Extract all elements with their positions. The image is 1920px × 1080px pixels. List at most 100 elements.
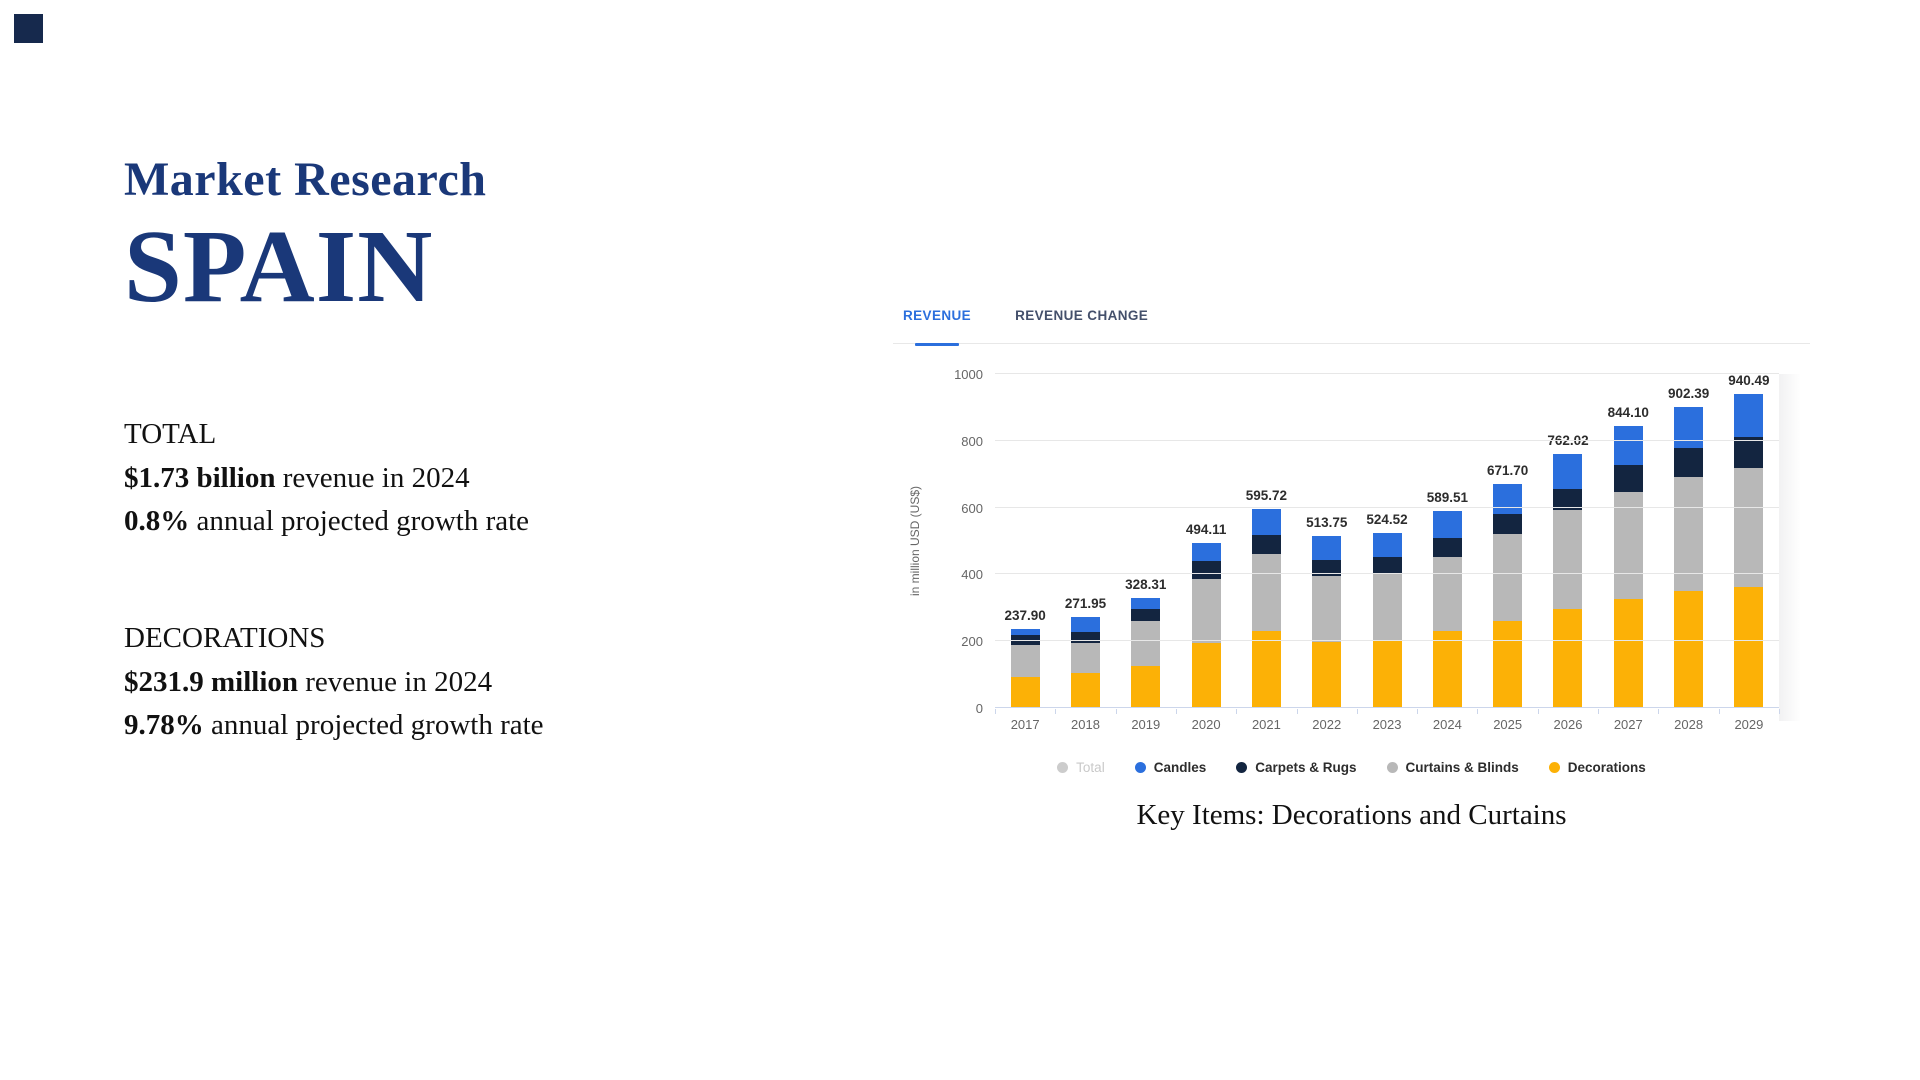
legend-dot-icon xyxy=(1236,762,1248,773)
stat-growth-total-rest: annual projected growth rate xyxy=(189,505,530,537)
stat-revenue-decorations-rest: revenue in 2024 xyxy=(298,666,493,698)
bar-segment-2029-decorations xyxy=(1734,587,1764,708)
bar-stack-2022 xyxy=(1312,536,1342,708)
x-axis-tick xyxy=(1296,709,1298,714)
bar-segment-2026-carpets-rugs xyxy=(1553,489,1583,511)
total-label-2020: 494.11 xyxy=(1185,521,1227,537)
gridline-400 xyxy=(995,573,1779,575)
bar-2019: 328.31 xyxy=(1116,374,1176,708)
bar-segment-2020-candles xyxy=(1191,543,1221,562)
x-label-2028: 2028 xyxy=(1674,717,1704,732)
bar-segment-2023-decorations xyxy=(1372,641,1402,708)
gridline-800 xyxy=(995,439,1779,441)
bar-segment-2022-curtains-blinds xyxy=(1312,576,1342,643)
bar-segment-2018-carpets-rugs xyxy=(1070,631,1100,643)
stat-block-decorations: DECORATIONS $231.9 million revenue in 20… xyxy=(124,622,544,752)
bar-segment-2022-carpets-rugs xyxy=(1312,560,1342,577)
stat-growth-total-value: 0.8% xyxy=(124,505,190,537)
stat-block-total: TOTAL $1.73 billion revenue in 2024 0.8%… xyxy=(124,418,529,548)
bar-segment-2028-curtains-blinds xyxy=(1674,476,1704,592)
stat-revenue-decorations-value: $231.9 million xyxy=(124,666,299,698)
total-label-2019: 328.31 xyxy=(1125,577,1167,593)
x-label-2029: 2029 xyxy=(1734,717,1764,732)
logo-mark xyxy=(14,14,43,43)
x-axis-tick xyxy=(1598,709,1600,714)
legend-item-candles[interactable]: Candles xyxy=(1134,760,1207,775)
bar-segment-2018-decorations xyxy=(1070,673,1100,708)
bar-2023: 524.52 xyxy=(1357,374,1417,708)
legend-item-total[interactable]: Total xyxy=(1057,760,1105,775)
chart-tabs: REVENUE REVENUE CHANGE xyxy=(893,302,1810,344)
gridline-1000 xyxy=(995,373,1779,374)
bar-stack-2029 xyxy=(1734,393,1764,708)
bar-segment-2028-candles xyxy=(1674,406,1704,449)
bar-stack-2019 xyxy=(1131,598,1161,708)
bar-segment-2017-curtains-blinds xyxy=(1010,645,1040,678)
country-title: SPAIN xyxy=(124,209,434,324)
legend-item-decorations[interactable]: Decorations xyxy=(1548,760,1646,775)
stat-growth-decorations-value: 9.78% xyxy=(124,709,204,741)
tab-revenue-change[interactable]: REVENUE CHANGE xyxy=(1015,308,1149,323)
x-axis-tick xyxy=(1658,709,1660,714)
bar-segment-2021-carpets-rugs xyxy=(1251,535,1281,554)
bar-segment-2020-carpets-rugs xyxy=(1191,561,1221,580)
total-label-2028: 902.39 xyxy=(1667,385,1710,401)
bar-segment-2027-curtains-blinds xyxy=(1613,491,1643,599)
y-tick-label-800: 800 xyxy=(961,433,983,449)
x-label-2019: 2019 xyxy=(1131,717,1161,732)
x-axis-tick xyxy=(1055,709,1057,714)
legend-dot-icon xyxy=(1548,762,1560,773)
bar-segment-2029-carpets-rugs xyxy=(1734,437,1764,469)
bar-segment-2019-decorations xyxy=(1131,665,1161,708)
x-label-2027: 2027 xyxy=(1613,717,1643,732)
x-label-2018: 2018 xyxy=(1071,717,1100,732)
y-tick-label-200: 200 xyxy=(961,634,983,650)
bar-segment-2029-curtains-blinds xyxy=(1734,468,1764,588)
bar-stack-2027 xyxy=(1613,426,1643,708)
chart-caption: Key Items: Decorations and Curtains xyxy=(1136,799,1567,831)
legend-item-carpets-rugs[interactable]: Carpets & Rugs xyxy=(1236,760,1357,775)
bar-segment-2024-curtains-blinds xyxy=(1432,557,1462,631)
plot-area: 237.90 271.95 328.31 494.11 595.72 513.75 524.… xyxy=(954,367,1801,721)
bar-segment-2028-decorations xyxy=(1674,591,1704,708)
bar-segment-2029-candles xyxy=(1734,393,1764,438)
bar-segment-2024-candles xyxy=(1432,511,1462,539)
y-tick-label-400: 400 xyxy=(961,567,983,583)
bar-segment-2020-decorations xyxy=(1191,642,1221,708)
gridline-0 xyxy=(995,707,1779,708)
bar-segment-2018-candles xyxy=(1070,617,1100,632)
bar-segment-2025-decorations xyxy=(1493,620,1523,708)
bar-segment-2027-carpets-rugs xyxy=(1613,465,1643,492)
x-label-2026: 2026 xyxy=(1553,717,1583,732)
bar-segment-2023-curtains-blinds xyxy=(1372,573,1402,642)
y-axis-title: in million USD (US$) xyxy=(908,485,922,597)
bar-2024: 589.51 xyxy=(1417,374,1477,708)
plot-edge-shadow xyxy=(1779,374,1801,721)
stat-revenue-total-value: $1.73 billion xyxy=(124,462,276,494)
x-axis-tick xyxy=(1779,709,1780,714)
legend-dot-icon xyxy=(1134,762,1146,773)
stat-growth-decorations-rest: annual projected growth rate xyxy=(203,709,544,741)
bar-segment-2022-candles xyxy=(1312,536,1342,561)
legend-label: Candles xyxy=(1153,760,1207,775)
stat-heading-total: TOTAL xyxy=(124,418,217,450)
total-label-2017: 237.90 xyxy=(1004,607,1046,623)
bar-stack-2020 xyxy=(1191,543,1221,708)
bar-stack-2028 xyxy=(1674,406,1704,708)
x-axis-tick xyxy=(1175,709,1177,714)
bar-segment-2025-candles xyxy=(1493,483,1523,515)
legend-label: Decorations xyxy=(1567,760,1646,775)
x-axis-tick xyxy=(1477,709,1479,714)
total-label-2022: 513.75 xyxy=(1306,515,1348,531)
y-tick-label-1000: 1000 xyxy=(954,367,983,382)
bar-stack-2026 xyxy=(1553,453,1583,708)
total-label-2024: 589.51 xyxy=(1426,490,1468,506)
total-label-2023: 524.52 xyxy=(1366,511,1408,527)
gridline-600 xyxy=(995,506,1779,508)
legend-item-curtains-blinds[interactable]: Curtains & Blinds xyxy=(1386,760,1519,775)
bar-segment-2019-candles xyxy=(1131,598,1161,610)
x-axis-tick xyxy=(1236,709,1238,714)
tab-revenue[interactable]: REVENUE xyxy=(903,302,971,344)
bar-2027: 844.10 xyxy=(1598,374,1658,708)
chart-body: in million USD (US$) 237.90 271.95 328.31 4… xyxy=(893,367,1810,732)
